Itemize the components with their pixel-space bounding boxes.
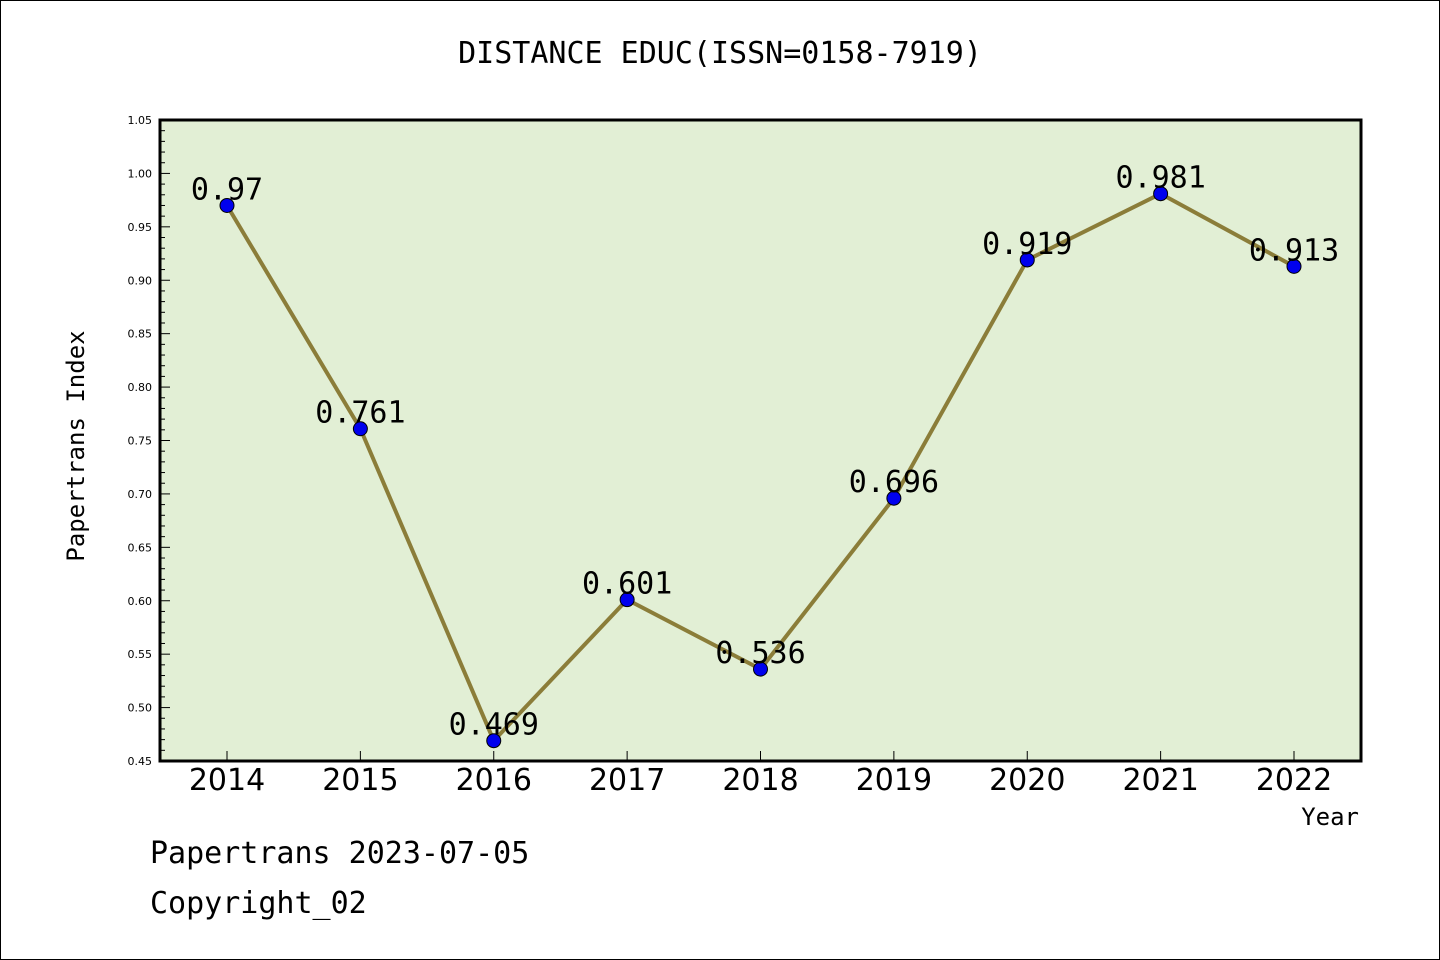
data-point xyxy=(219,197,235,213)
x-tick-label: 2021 xyxy=(1122,763,1198,798)
y-tick-label: 0.70 xyxy=(128,488,153,501)
y-tick-label: 0.55 xyxy=(128,648,153,661)
data-point xyxy=(619,592,635,608)
y-tick-label: 0.85 xyxy=(128,328,153,341)
y-axis-label: Papertrans Index xyxy=(62,330,90,561)
y-tick-label: 0.65 xyxy=(128,541,153,554)
y-tick-label: 0.45 xyxy=(128,755,153,768)
x-tick-label: 2017 xyxy=(589,763,665,798)
y-tick-label: 0.95 xyxy=(128,221,153,234)
y-tick-label: 1.00 xyxy=(128,167,153,180)
data-label: 0.696 xyxy=(849,465,939,500)
series-group xyxy=(219,186,1302,749)
data-point xyxy=(1286,258,1302,274)
data-point xyxy=(1019,252,1035,268)
chart-title: DISTANCE EDUC(ISSN=0158-7919) xyxy=(458,36,982,71)
x-tick-label: 2018 xyxy=(722,763,798,798)
y-tick-label: 1.05 xyxy=(128,114,153,127)
y-tick-label: 0.90 xyxy=(128,274,153,287)
data-label: 0.761 xyxy=(315,396,405,431)
x-tick-label: 2019 xyxy=(856,763,932,798)
x-tick-label: 2015 xyxy=(322,763,398,798)
x-tick-label: 2016 xyxy=(456,763,532,798)
data-point xyxy=(352,421,368,437)
x-axis-label: Year xyxy=(1301,803,1359,831)
data-labels: 0.97 0.761 0.469 0.601 0.536 0.696 0.919 0.981 0… xyxy=(191,161,1339,743)
data-label: 0.981 xyxy=(1115,161,1205,196)
data-label: 0.536 xyxy=(715,636,805,671)
x-tick-label: 2022 xyxy=(1256,763,1332,798)
data-point xyxy=(886,490,902,506)
plot-area xyxy=(160,120,1361,761)
x-tick-label: 2020 xyxy=(989,763,1065,798)
data-point xyxy=(486,733,502,749)
data-label: 0.919 xyxy=(982,227,1072,262)
data-label: 0.913 xyxy=(1249,233,1339,268)
plot-border xyxy=(158,118,1363,763)
footer-date: Papertrans 2023-07-05 xyxy=(150,836,530,871)
footer-copyright: Copyright_02 xyxy=(150,886,367,921)
y-tick-label: 0.50 xyxy=(128,702,153,715)
x-tick-label: 2014 xyxy=(189,763,265,798)
x-axis-ticks: 2014 2015 2016 2017 2018 2019 2020 2021 2022 xyxy=(189,751,1332,798)
data-label: 0.469 xyxy=(449,708,539,743)
data-point xyxy=(753,661,768,677)
data-label: 0.601 xyxy=(582,567,672,602)
y-tick-label: 0.75 xyxy=(128,435,153,448)
data-point xyxy=(1153,186,1169,202)
y-tick-label: 0.80 xyxy=(128,381,153,394)
y-tick-label: 0.60 xyxy=(128,595,153,608)
data-label: 0.97 xyxy=(191,172,263,207)
